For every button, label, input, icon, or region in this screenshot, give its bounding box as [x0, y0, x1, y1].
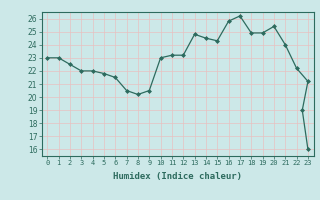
X-axis label: Humidex (Indice chaleur): Humidex (Indice chaleur): [113, 172, 242, 181]
